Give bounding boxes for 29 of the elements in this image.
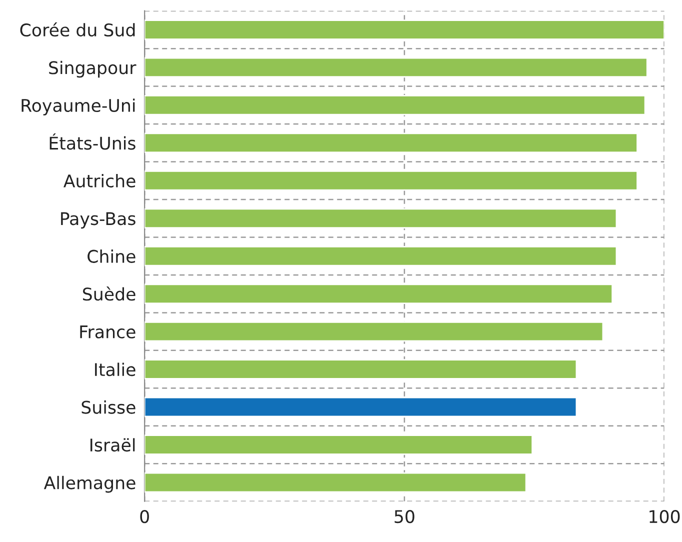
y-tick-label: Chine: [88, 250, 136, 263]
bar: [144, 284, 613, 304]
y-tick-label: Royaume-Uni: [22, 98, 135, 116]
y-tick-label: Israël: [90, 438, 135, 452]
bar: [144, 472, 527, 493]
bar: [144, 359, 578, 380]
bar: [144, 208, 618, 228]
y-tick-label: Allemagne: [44, 476, 136, 493]
bar: [144, 57, 648, 78]
bar: [144, 95, 646, 116]
y-tick-label: Autriche: [64, 174, 136, 188]
x-tick-label: 100: [650, 510, 680, 524]
y-tick-label: Suisse: [82, 400, 136, 414]
y-tick-label: Corée du Sud: [20, 22, 135, 37]
x-tick-label: 50: [394, 510, 414, 524]
bar: [144, 132, 638, 154]
y-tick-label: Singapour: [49, 60, 136, 78]
y-tick-label: Italie: [95, 362, 136, 376]
bar: [144, 20, 664, 40]
y-tick-label: Pays-Bas: [61, 212, 136, 229]
y-tick-label: Suède: [82, 286, 136, 301]
x-tick-label: 0: [140, 510, 149, 524]
bar: [144, 246, 618, 266]
y-tick-label: France: [80, 325, 136, 338]
bar: [144, 396, 578, 418]
bar: [144, 170, 638, 191]
bar: [144, 434, 533, 455]
bar: [144, 321, 604, 342]
y-tick-label: États-Unis: [50, 133, 136, 150]
